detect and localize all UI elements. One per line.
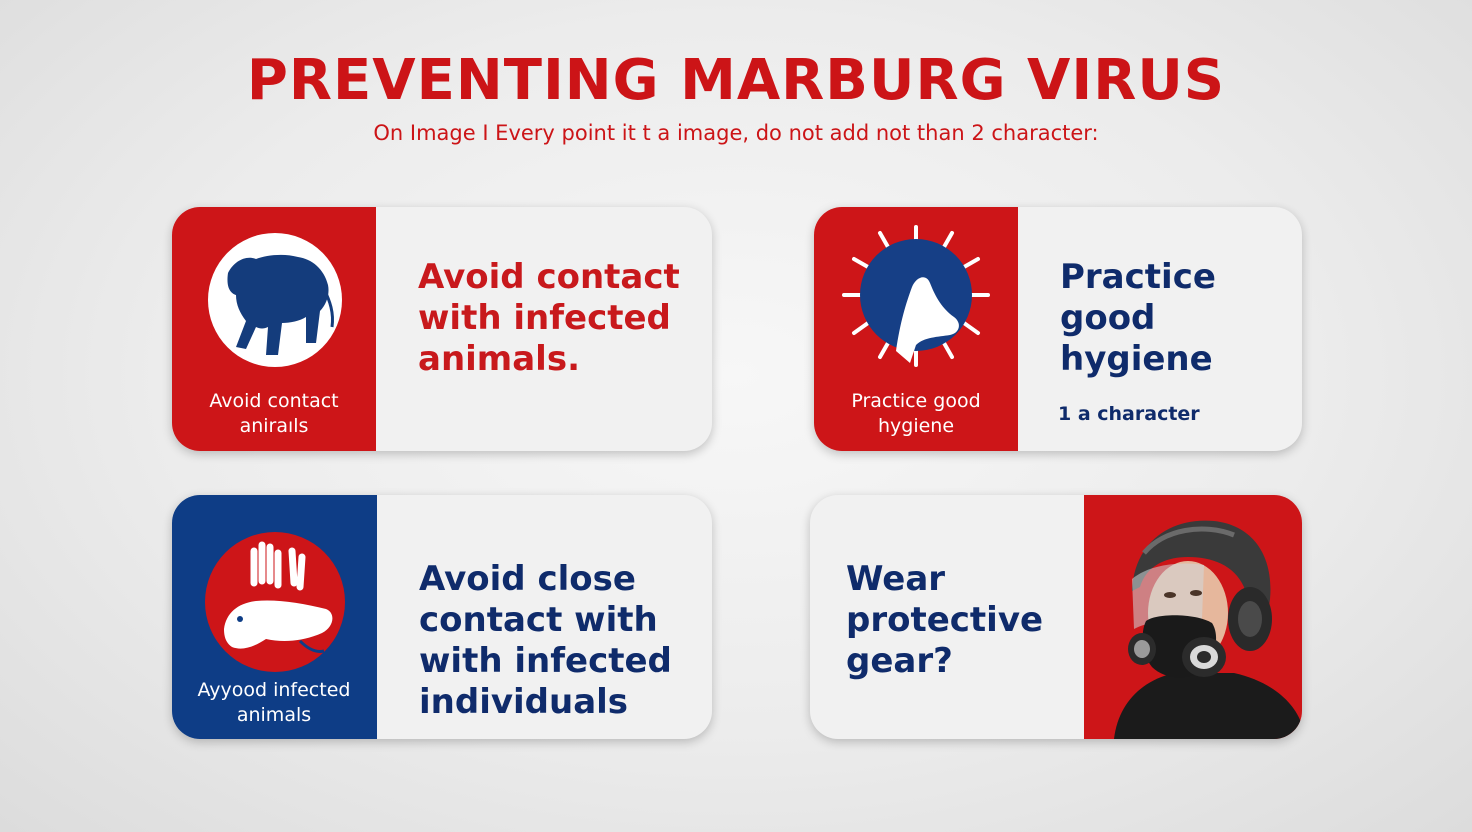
card-main-text: Practice good hygiene bbox=[1060, 257, 1216, 379]
card-main-text: Avoid close contact with with infected i… bbox=[419, 559, 672, 722]
card-hygiene: Practice good hygiene Practice good hygi… bbox=[814, 207, 1302, 451]
card-panel-label: Ayyood infected animals bbox=[197, 679, 351, 726]
card-image-panel: Practice good hygiene bbox=[814, 207, 1018, 451]
card-panel-label: Avoid contact aniraıls bbox=[209, 390, 339, 437]
hands-animal-icon bbox=[205, 532, 345, 672]
card-panel-label: Practice good hygiene bbox=[851, 390, 981, 437]
card-image-panel: Avoid contact aniraıls bbox=[172, 207, 376, 451]
animal-silhouette-icon bbox=[208, 233, 342, 367]
card-main-text: Avoid contact with infected animals. bbox=[418, 257, 680, 379]
card-protective-gear: Wear protective gear? bbox=[810, 495, 1302, 739]
card-image-panel: Ayyood infected animals bbox=[172, 495, 377, 739]
card-image-panel bbox=[1084, 495, 1302, 739]
card-main-text: Wear protective gear? bbox=[846, 559, 1044, 681]
virus-hand-icon bbox=[842, 225, 990, 367]
card-note: 1 a character bbox=[1058, 403, 1200, 425]
gas-mask-person-icon bbox=[1114, 520, 1302, 739]
page-subtitle: On Image I Every point it t a image, do … bbox=[373, 121, 1099, 145]
card-avoid-animals: Avoid contact aniraıls Avoid contact wit… bbox=[172, 207, 712, 451]
page-title: PREVENTING MARBURG VIRUS bbox=[246, 48, 1226, 113]
card-avoid-individuals: Ayyood infected animals Avoid close cont… bbox=[172, 495, 712, 739]
